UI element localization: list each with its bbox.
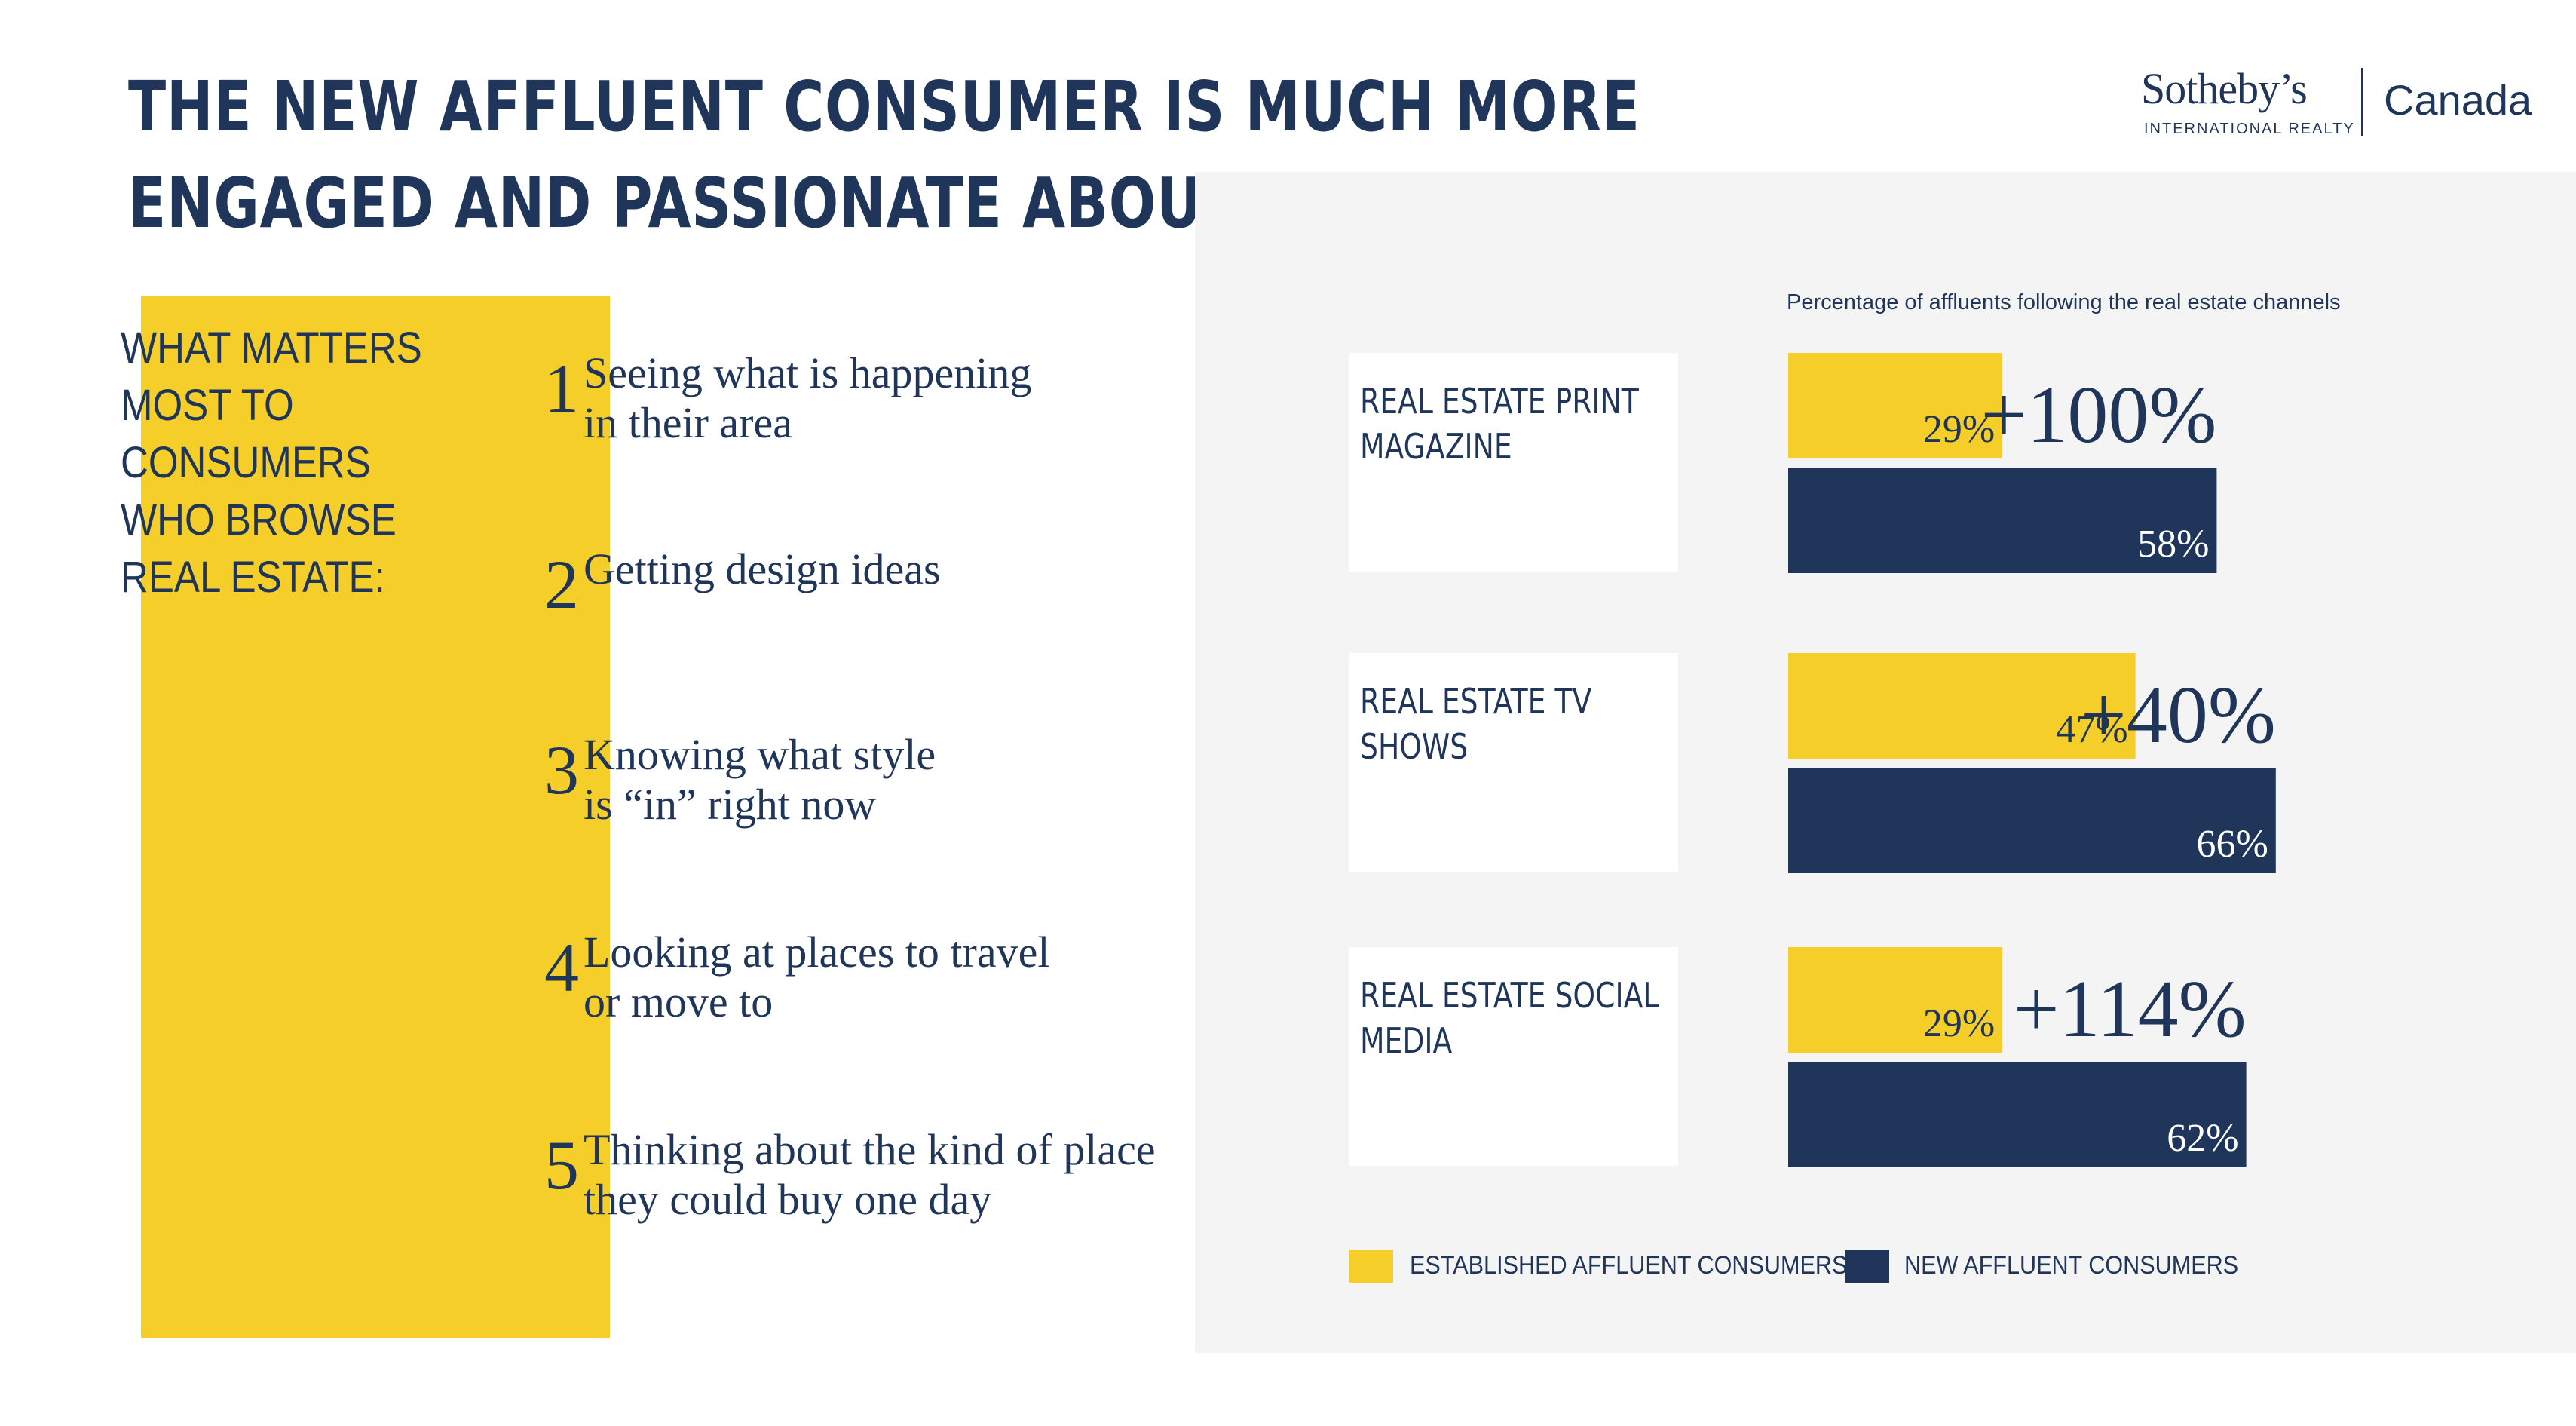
legend-label-established: ESTABLISHED AFFLUENT CONSUMERS	[1410, 1251, 1848, 1280]
rank-text-line: they could buy one day	[584, 1175, 992, 1224]
category-label: REAL ESTATE PRINT MAGAZINE	[1360, 379, 1657, 469]
change-label: +100%	[1981, 370, 2217, 460]
rank-text-line: Thinking about the kind of place	[584, 1125, 1156, 1174]
ranked-item-3: 3 Knowing what style is “in” right now	[520, 730, 1274, 843]
change-label: +40%	[2081, 670, 2276, 760]
category-label-line: MAGAZINE	[1360, 426, 1512, 467]
logo-wordmark: Sotheby’s	[2141, 64, 2308, 113]
sothebys-logo: Sotheby’s INTERNATIONAL REALTY Canada	[2141, 63, 2533, 146]
bar-new	[1788, 1062, 2247, 1167]
logo-subtitle: INTERNATIONAL REALTY	[2144, 121, 2355, 137]
what-matters-heading: WHAT MATTERS MOST TO CONSUMERS WHO BROWS…	[121, 320, 422, 606]
rank-text-line: Knowing what style	[584, 730, 936, 779]
bar-label-new: 66%	[2196, 823, 2268, 866]
ranked-item-4: 4 Looking at places to travel or move to	[520, 928, 1274, 1041]
what-matters-line: WHO BROWSE	[121, 495, 397, 544]
bar-label-new: 58%	[2137, 523, 2209, 566]
legend-swatch-new	[1845, 1250, 1889, 1283]
rank-text-line: or move to	[584, 977, 773, 1026]
bar-established	[1788, 353, 2003, 458]
yellow-accent-bar	[141, 296, 610, 1338]
rank-text-line: is “in” right now	[584, 780, 877, 829]
rank-number: 5	[544, 1127, 579, 1204]
bar-new	[1788, 768, 2276, 873]
legend-swatch-established	[1349, 1250, 1393, 1283]
ranked-item-2: 2 Getting design ideas	[520, 544, 1274, 658]
rank-number: 1	[544, 350, 579, 427]
rank-text-line: Getting design ideas	[584, 544, 941, 593]
category-label: REAL ESTATE TV SHOWS	[1360, 679, 1657, 769]
category-label-line: REAL ESTATE PRINT	[1360, 381, 1639, 422]
rank-text-line: Seeing what is happening	[584, 348, 1032, 397]
ranked-item-1: 1 Seeing what is happening in their area	[520, 348, 1274, 462]
what-matters-line: WHAT MATTERS	[121, 324, 422, 373]
logo-divider	[2361, 68, 2363, 136]
category-label-line: SHOWS	[1360, 726, 1469, 767]
what-matters-line: MOST TO	[121, 381, 294, 430]
category-label-line: REAL ESTATE TV	[1360, 681, 1592, 722]
rank-number: 3	[544, 731, 579, 808]
what-matters-line: CONSUMERS	[121, 438, 371, 487]
rank-number: 4	[544, 929, 579, 1006]
bar-label-established: 29%	[1923, 408, 1995, 451]
category-label-line: REAL ESTATE SOCIAL	[1360, 975, 1659, 1016]
category-box-social: REAL ESTATE SOCIAL MEDIA	[1349, 947, 1678, 1166]
bar-label-established: 47%	[2056, 708, 2127, 751]
logo-country: Canada	[2384, 76, 2532, 124]
category-box-print: REAL ESTATE PRINT MAGAZINE	[1349, 353, 1678, 572]
rank-text-line: Looking at places to travel	[584, 928, 1050, 977]
bar-established	[1788, 947, 2003, 1053]
rank-text: Seeing what is happening in their area	[584, 348, 1031, 448]
legend-label-new: NEW AFFLUENT CONSUMERS	[1904, 1251, 2239, 1280]
category-box-tv: REAL ESTATE TV SHOWS	[1349, 653, 1678, 872]
change-label: +114%	[2014, 964, 2247, 1054]
ranked-item-5: 5 Thinking about the kind of place they …	[520, 1125, 1274, 1238]
rank-number: 2	[544, 546, 579, 623]
bar-established	[1788, 653, 2136, 759]
bar-new	[1788, 468, 2217, 573]
rank-text: Knowing what style is “in” right now	[584, 730, 936, 830]
rank-text: Thinking about the kind of place they co…	[584, 1125, 1156, 1225]
rank-text-line: in their area	[584, 398, 792, 447]
category-label-line: MEDIA	[1360, 1020, 1453, 1061]
rank-text: Getting design ideas	[584, 544, 941, 594]
chart-caption: Percentage of affluents following the re…	[1787, 290, 2341, 314]
bar-label-new: 62%	[2167, 1117, 2238, 1160]
rank-text: Looking at places to travel or move to	[584, 928, 1049, 1027]
bar-label-established: 29%	[1923, 1002, 1995, 1045]
what-matters-line: REAL ESTATE:	[121, 553, 385, 602]
category-label: REAL ESTATE SOCIAL MEDIA	[1360, 973, 1659, 1063]
